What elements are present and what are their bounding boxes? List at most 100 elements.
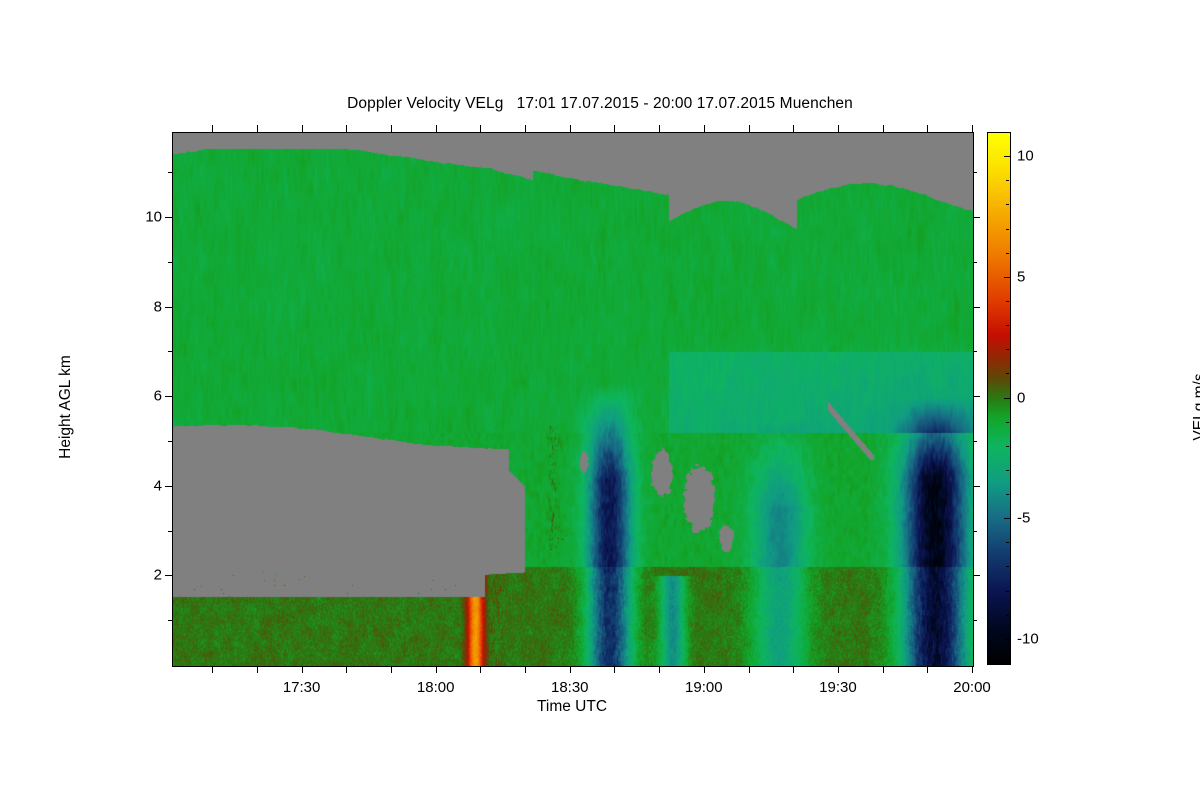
colorbar-tick	[1004, 518, 1010, 520]
colorbar-tick-minor	[1006, 204, 1009, 206]
doppler-velocity-field	[173, 133, 973, 666]
x-tick-major	[837, 666, 839, 673]
colorbar-tick-minor	[1006, 542, 1009, 544]
x-tick-minor	[256, 125, 258, 132]
y-tick	[973, 396, 980, 398]
colorbar-tick-minor	[1006, 228, 1009, 230]
colorbar-tick-label: 5	[1017, 268, 1026, 286]
x-tick-major	[837, 125, 839, 132]
colorbar-tick	[1004, 156, 1010, 158]
x-tick-minor	[793, 125, 795, 132]
y-tick-label: 6	[153, 387, 162, 405]
colorbar-tick-minor	[1006, 325, 1009, 327]
colorbar-tick-minor	[1006, 590, 1009, 592]
y-tick	[973, 217, 980, 219]
x-tick-major	[301, 666, 303, 673]
x-tick-label: 17:30	[282, 679, 321, 696]
x-tick-minor	[614, 666, 616, 673]
colorbar	[987, 132, 1011, 665]
x-tick-minor	[480, 666, 482, 673]
x-tick-minor	[882, 125, 884, 132]
y-tick-minor	[973, 530, 977, 532]
colorbar-tick-minor	[1006, 494, 1009, 496]
x-tick-major	[569, 666, 571, 673]
colorbar-tick	[1004, 276, 1010, 278]
x-tick-label: 19:30	[819, 679, 857, 696]
colorbar-tick-minor	[1006, 373, 1009, 375]
y-tick-minor	[973, 441, 977, 443]
colorbar-tick-label: -10	[1017, 630, 1039, 648]
x-tick-minor	[390, 125, 392, 132]
x-tick-minor	[346, 125, 348, 132]
x-tick-minor	[748, 666, 750, 673]
colorbar-tick-minor	[1006, 349, 1009, 351]
colorbar-tick-label: -5	[1017, 509, 1031, 527]
colorbar-title: VELg m/s	[1191, 373, 1200, 441]
colorbar-tick-minor	[1006, 421, 1009, 423]
y-tick-minor	[168, 261, 172, 263]
y-tick-minor	[973, 172, 977, 174]
y-tick-minor	[168, 530, 172, 532]
heatmap-plot-area	[172, 132, 974, 667]
y-tick-label: 8	[153, 298, 162, 316]
y-tick-label: 2	[153, 566, 162, 584]
x-tick-minor	[525, 666, 527, 673]
y-tick	[165, 306, 172, 308]
x-tick-minor	[927, 666, 929, 673]
colorbar-tick-minor	[1006, 445, 1009, 447]
x-tick-major	[703, 125, 705, 132]
x-tick-major	[972, 666, 973, 673]
x-tick-minor	[525, 125, 527, 132]
plot-title: Doppler Velocity VELg 17:01 17.07.2015 -…	[347, 95, 853, 112]
y-tick	[973, 575, 980, 577]
x-tick-minor	[882, 666, 884, 673]
x-tick-minor	[212, 666, 214, 673]
x-tick-label: 18:00	[416, 679, 455, 696]
x-tick-major	[569, 125, 571, 132]
colorbar-tick-minor	[1006, 180, 1009, 182]
colorbar-tick	[1004, 638, 1010, 640]
y-tick-minor	[168, 441, 172, 443]
x-tick-minor	[212, 125, 214, 132]
x-tick-minor	[748, 125, 750, 132]
y-tick	[165, 485, 172, 487]
y-tick-minor	[973, 261, 977, 263]
x-tick-minor	[659, 666, 661, 673]
colorbar-tick-minor	[1006, 252, 1009, 254]
colorbar-tick-label: 10	[1017, 147, 1034, 165]
x-tick-major	[435, 125, 437, 132]
x-tick-major	[972, 125, 973, 132]
x-tick-major	[301, 125, 303, 132]
colorbar-tick-minor	[1006, 300, 1009, 302]
x-tick-minor	[480, 125, 482, 132]
y-tick-label: 10	[145, 208, 162, 226]
y-tick	[165, 217, 172, 219]
colorbar-tick-label: 0	[1017, 389, 1026, 406]
colorbar-gradient	[988, 133, 1010, 664]
colorbar-tick	[1004, 397, 1010, 399]
y-tick-minor	[168, 172, 172, 174]
x-tick-minor	[659, 125, 661, 132]
colorbar-tick-minor	[1006, 469, 1009, 471]
y-tick-label: 4	[153, 477, 162, 495]
x-tick-minor	[927, 125, 929, 132]
x-axis-title: Time UTC	[536, 698, 608, 715]
x-tick-minor	[614, 125, 616, 132]
x-tick-minor	[793, 666, 795, 673]
y-tick	[165, 575, 172, 577]
y-tick-minor	[973, 351, 977, 353]
x-tick-minor	[256, 666, 258, 673]
colorbar-tick-minor	[1006, 614, 1009, 616]
x-tick-minor	[390, 666, 392, 673]
y-tick-minor	[168, 620, 172, 622]
x-tick-label: 18:30	[550, 679, 589, 696]
y-tick	[165, 396, 172, 398]
y-tick	[973, 485, 980, 487]
x-tick-label: 20:00	[953, 679, 991, 696]
colorbar-tick-minor	[1006, 566, 1009, 568]
y-axis-title: Height AGL km	[57, 355, 74, 459]
y-tick-minor	[168, 351, 172, 353]
y-tick-minor	[973, 620, 977, 622]
x-tick-major	[703, 666, 705, 673]
